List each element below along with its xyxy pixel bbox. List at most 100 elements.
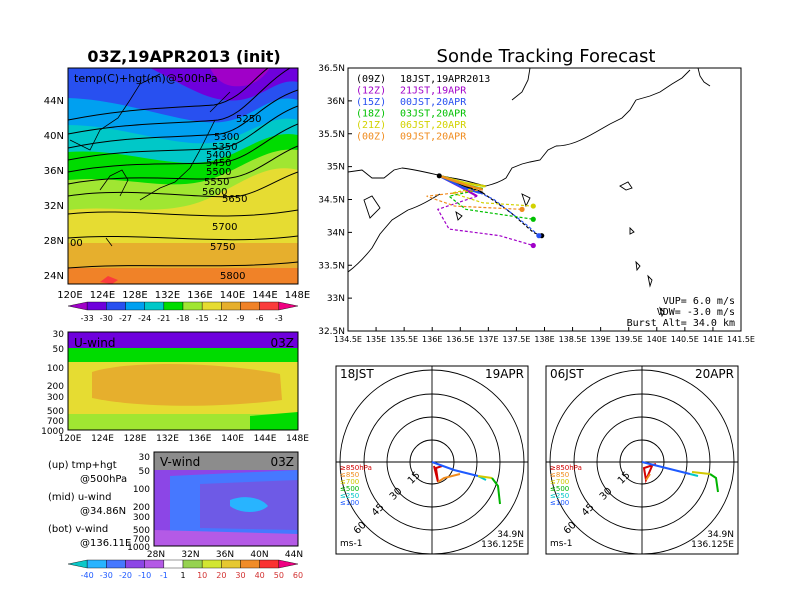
init-title: 03Z,19APR2013 (init) <box>87 47 280 66</box>
colorbar-swatch <box>259 559 280 569</box>
colorbar-label: -10 <box>138 571 151 580</box>
longitude-ticks: 120E 124E 128E 132E 136E 140E 144E 148E <box>59 434 310 444</box>
level-label: ≤250 <box>340 492 359 500</box>
colorbar-label: -12 <box>215 314 228 323</box>
lon-tick-label: 148E <box>286 434 309 444</box>
lon-tick-label: 138.5E <box>559 335 587 344</box>
colorbar-label: -40 <box>81 571 94 580</box>
colorbar-swatch <box>259 301 280 311</box>
contour-label: 5650 <box>222 194 247 205</box>
level-label: ≤100 <box>550 499 569 507</box>
landing-point <box>519 206 525 212</box>
temp-panel-label: temp(C)+hgt(m)@500hPa <box>74 72 218 85</box>
lon-tick-label: 138E <box>534 335 554 344</box>
lon-tick-label: 141E <box>703 335 723 344</box>
latitude-ticks: 28N 32N 36N 40N 44N <box>147 550 303 560</box>
contour-label: 5550 <box>204 177 229 188</box>
track-legend: (09Z) 18JST,19APR2013 (12Z) 21JST,19APR (15Z… <box>356 74 490 143</box>
legend-time: 03JST,20APR <box>400 109 467 120</box>
v-wind-title: V-wind <box>160 455 200 469</box>
lat-tick-label: 36N <box>216 550 234 560</box>
colorbar-label: -21 <box>157 314 170 323</box>
lon-tick-label: 135.5E <box>390 335 418 344</box>
temp-colorbar: -33 -30 -27 -24 -21 -18 -15 -12 -9 -6 -3 <box>67 301 299 323</box>
panel-description: (up) tmp+hgt @500hPa (mid) u-wind @34.86… <box>48 460 131 549</box>
colorbar-swatch <box>67 559 88 569</box>
lat-tick-label: 40N <box>250 550 268 560</box>
colorbar-swatch <box>201 301 222 311</box>
pressure-tick-label: 500 <box>133 526 150 536</box>
lon-tick-label: 137.5E <box>502 335 530 344</box>
wind-trace <box>641 461 691 475</box>
colorbar-label: -27 <box>119 314 132 323</box>
lon-tick-label: 140E <box>647 335 667 344</box>
wind-trace <box>431 461 479 477</box>
latitude-ticks: 36.5N 36N 35.5N 35N 34.5N 34N 33.5N 33N 32.5N <box>318 64 352 337</box>
colorbar-swatch <box>67 301 88 311</box>
hodograph-time: 18JST <box>340 367 374 381</box>
lat-tick-label: 36N <box>44 166 64 177</box>
location-lat: 34.9N <box>497 530 524 540</box>
lon-tick-label: 128E <box>124 434 147 444</box>
contour-label: 5300 <box>214 132 239 143</box>
lon-tick-label: 139.5E <box>615 335 643 344</box>
level-label: ≤500 <box>340 485 359 493</box>
temp-map-frame <box>67 67 299 285</box>
colorbar-label: -20 <box>119 571 132 580</box>
coastlines <box>69 73 231 247</box>
wind-trace <box>477 475 493 479</box>
lon-tick-label: 148E <box>285 290 310 301</box>
colorbar-label: -18 <box>176 314 189 323</box>
track-descent <box>482 192 542 237</box>
contour-label: 00 <box>70 238 83 249</box>
level-label: ≤850 <box>340 471 359 479</box>
lon-tick-label: 136E <box>187 290 212 301</box>
track-descent <box>451 185 534 207</box>
colorbar-label: -9 <box>237 314 245 323</box>
pressure-tick-label: 200 <box>47 382 64 392</box>
hodograph-time: 06JST <box>550 367 584 381</box>
lon-tick-label: 140E <box>221 434 244 444</box>
pressure-tick-label: 1000 <box>41 427 64 437</box>
colorbar-label: -33 <box>81 314 94 323</box>
longitude-ticks: 134.5E 135E 135.5E 136E 136.5E 137E 137.5E 138E… <box>334 327 755 344</box>
lon-tick-label: 136.5E <box>446 335 474 344</box>
contour-label: 5400 <box>206 150 231 161</box>
colorbar-swatch <box>163 559 184 569</box>
wind-trace <box>433 465 443 483</box>
colorbar-swatch <box>182 301 203 311</box>
pressure-tick-label: 700 <box>133 535 150 545</box>
u-wind-frame <box>67 331 299 431</box>
lon-tick-label: 128E <box>122 290 147 301</box>
desc-line: (bot) v-wind <box>48 524 108 535</box>
landing-point <box>536 233 542 239</box>
level-label: ≤850 <box>550 471 569 479</box>
contour-label: 5700 <box>212 222 237 233</box>
colorbar-label: 10 <box>197 571 207 580</box>
lon-tick-label: 136E <box>422 335 442 344</box>
colorbar-swatch <box>182 559 203 569</box>
level-label: ≤700 <box>340 478 359 486</box>
desc-line: @500hPa <box>80 474 127 485</box>
colorbar-label: 50 <box>274 571 284 580</box>
units-label: ms-1 <box>550 539 572 549</box>
level-label: ≤500 <box>550 485 569 493</box>
lon-tick-label: 124E <box>90 290 115 301</box>
latitude-ticks: 44N 40N 36N 32N 28N 24N <box>44 96 64 282</box>
pressure-tick-label: 200 <box>133 503 150 513</box>
colorbar-label: -6 <box>256 314 264 323</box>
burst-param: Burst Alt= 34.0 km <box>627 318 735 329</box>
legend-tag: (15Z) <box>356 97 386 108</box>
lon-tick-label: 134.5E <box>334 335 362 344</box>
colorbar-label: 1 <box>180 571 185 580</box>
landing-point <box>530 242 536 249</box>
lat-tick-label: 34N <box>327 228 345 238</box>
vdw-param: VDW= -3.0 m/s <box>657 307 735 318</box>
lon-tick-label: 139E <box>590 335 610 344</box>
